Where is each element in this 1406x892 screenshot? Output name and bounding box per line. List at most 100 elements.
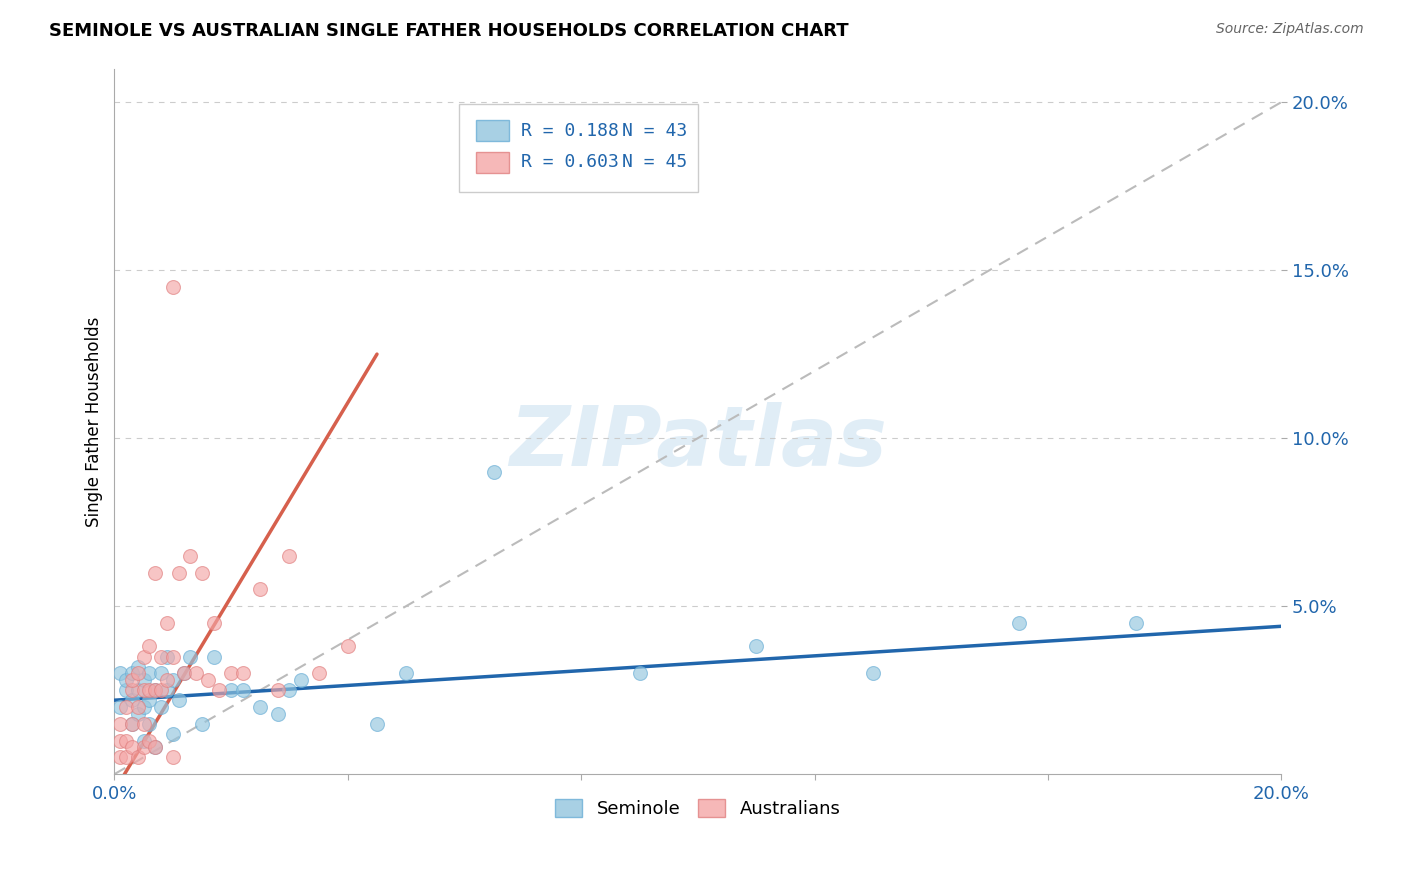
Point [482, 465, 505, 479]
Point [121, 673, 143, 687]
Point [628, 666, 651, 681]
Point [132, 700, 155, 714]
FancyBboxPatch shape [458, 103, 697, 192]
Point [121, 683, 143, 698]
Point [278, 549, 301, 563]
Point [1008, 615, 1031, 630]
Point [132, 673, 155, 687]
Point [127, 706, 149, 721]
Point [132, 716, 155, 731]
Point [150, 649, 173, 664]
Point [132, 740, 155, 755]
Point [278, 683, 301, 698]
Point [138, 716, 160, 731]
Point [745, 640, 768, 654]
Point [138, 683, 160, 698]
Point [150, 700, 173, 714]
Point [173, 666, 195, 681]
Point [121, 716, 143, 731]
Point [179, 549, 201, 563]
FancyBboxPatch shape [477, 152, 509, 173]
Point [115, 733, 138, 747]
Point [197, 673, 219, 687]
Point [121, 740, 143, 755]
Point [127, 750, 149, 764]
Point [167, 566, 190, 580]
Point [115, 673, 138, 687]
Point [127, 666, 149, 681]
Point [143, 683, 166, 698]
Point [232, 683, 254, 698]
Point [132, 683, 155, 698]
Point [232, 666, 254, 681]
Point [162, 727, 184, 741]
Point [110, 716, 132, 731]
Text: R = 0.188: R = 0.188 [520, 121, 619, 140]
Point [127, 683, 149, 698]
Point [127, 659, 149, 673]
Point [121, 666, 143, 681]
Point [110, 733, 132, 747]
Point [162, 280, 184, 294]
Point [110, 750, 132, 764]
Point [150, 683, 173, 698]
Text: ZIPatlas: ZIPatlas [509, 402, 887, 483]
Point [202, 649, 225, 664]
Point [366, 716, 388, 731]
Y-axis label: Single Father Households: Single Father Households [86, 316, 103, 526]
Point [156, 649, 179, 664]
Point [219, 683, 242, 698]
Point [267, 683, 290, 698]
Point [110, 700, 132, 714]
Point [138, 693, 160, 707]
Point [150, 666, 173, 681]
Point [121, 693, 143, 707]
Point [138, 733, 160, 747]
Point [143, 566, 166, 580]
Point [1125, 615, 1147, 630]
Point [156, 683, 179, 698]
FancyBboxPatch shape [477, 120, 509, 141]
Point [249, 700, 271, 714]
Point [308, 666, 330, 681]
Point [162, 750, 184, 764]
Point [267, 706, 290, 721]
Point [143, 740, 166, 755]
Point [156, 615, 179, 630]
Point [191, 716, 214, 731]
Point [290, 673, 312, 687]
Point [143, 683, 166, 698]
Point [191, 566, 214, 580]
Point [202, 615, 225, 630]
Point [110, 666, 132, 681]
Text: N = 45: N = 45 [621, 153, 688, 171]
Point [173, 666, 195, 681]
Text: R = 0.603: R = 0.603 [520, 153, 619, 171]
Point [132, 649, 155, 664]
Point [156, 673, 179, 687]
Point [115, 683, 138, 698]
Point [138, 666, 160, 681]
Point [143, 740, 166, 755]
Point [167, 693, 190, 707]
Point [115, 750, 138, 764]
Point [249, 582, 271, 597]
Point [179, 649, 201, 664]
Point [395, 666, 418, 681]
Point [219, 666, 242, 681]
Point [132, 733, 155, 747]
Point [121, 716, 143, 731]
Text: SEMINOLE VS AUSTRALIAN SINGLE FATHER HOUSEHOLDS CORRELATION CHART: SEMINOLE VS AUSTRALIAN SINGLE FATHER HOU… [49, 22, 849, 40]
Point [336, 640, 359, 654]
Text: Source: ZipAtlas.com: Source: ZipAtlas.com [1216, 22, 1364, 37]
Legend: Seminole, Australians: Seminole, Australians [548, 791, 848, 825]
Point [208, 683, 231, 698]
Point [127, 700, 149, 714]
Point [862, 666, 884, 681]
Point [138, 640, 160, 654]
Point [115, 700, 138, 714]
Text: N = 43: N = 43 [621, 121, 688, 140]
Point [162, 673, 184, 687]
Point [184, 666, 207, 681]
Point [162, 649, 184, 664]
